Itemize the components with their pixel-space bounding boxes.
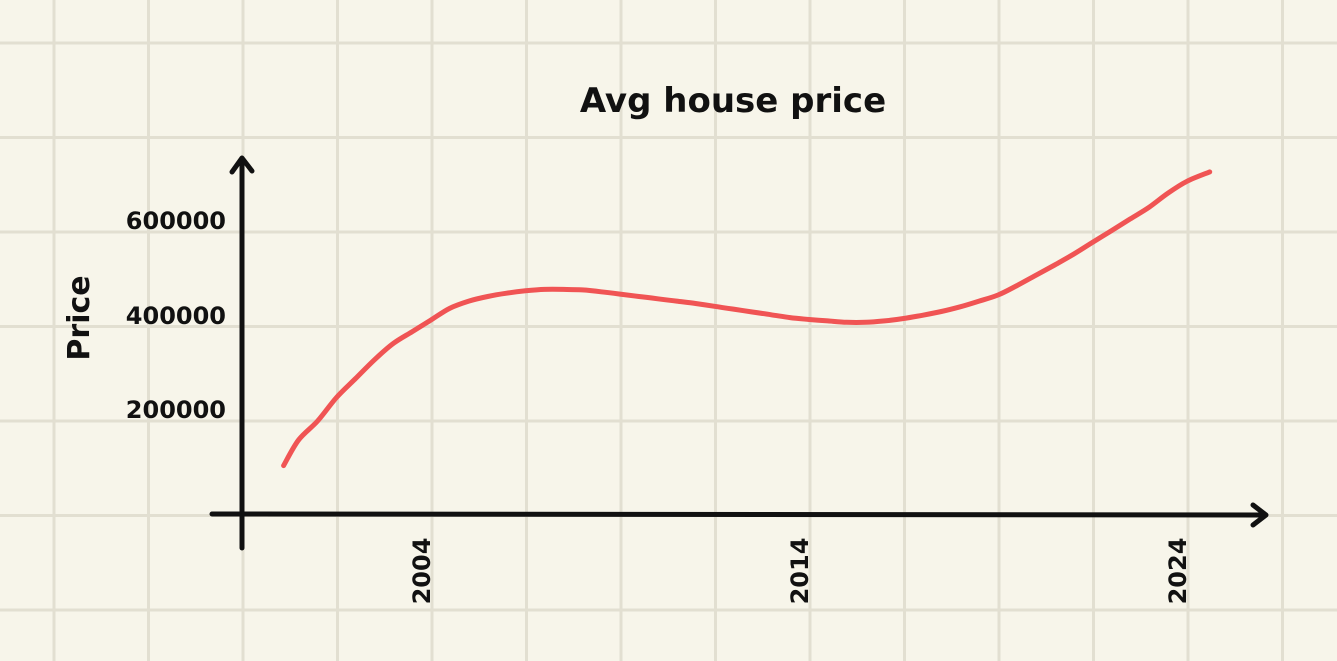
y-axis-label: Price — [62, 275, 97, 360]
x-ticks: 2004 2014 2024 — [408, 538, 1192, 605]
y-tick-label: 200000 — [126, 396, 226, 424]
y-ticks: 200000 400000 600000 — [126, 207, 226, 424]
series-layer — [281, 169, 1213, 469]
x-tick-label: 2004 — [408, 538, 436, 605]
y-tick-label: 600000 — [126, 207, 226, 235]
x-tick-label: 2024 — [1164, 538, 1192, 605]
y-tick-label: 400000 — [126, 302, 226, 330]
x-axis-line — [209, 511, 1266, 518]
y-axis-arrowhead — [229, 155, 255, 175]
chart-title: Avg house price — [580, 81, 886, 121]
x-tick-label: 2014 — [786, 538, 814, 605]
x-axis-arrowhead — [1250, 502, 1269, 528]
series-line-0 — [281, 169, 1213, 469]
axes — [209, 155, 1269, 551]
